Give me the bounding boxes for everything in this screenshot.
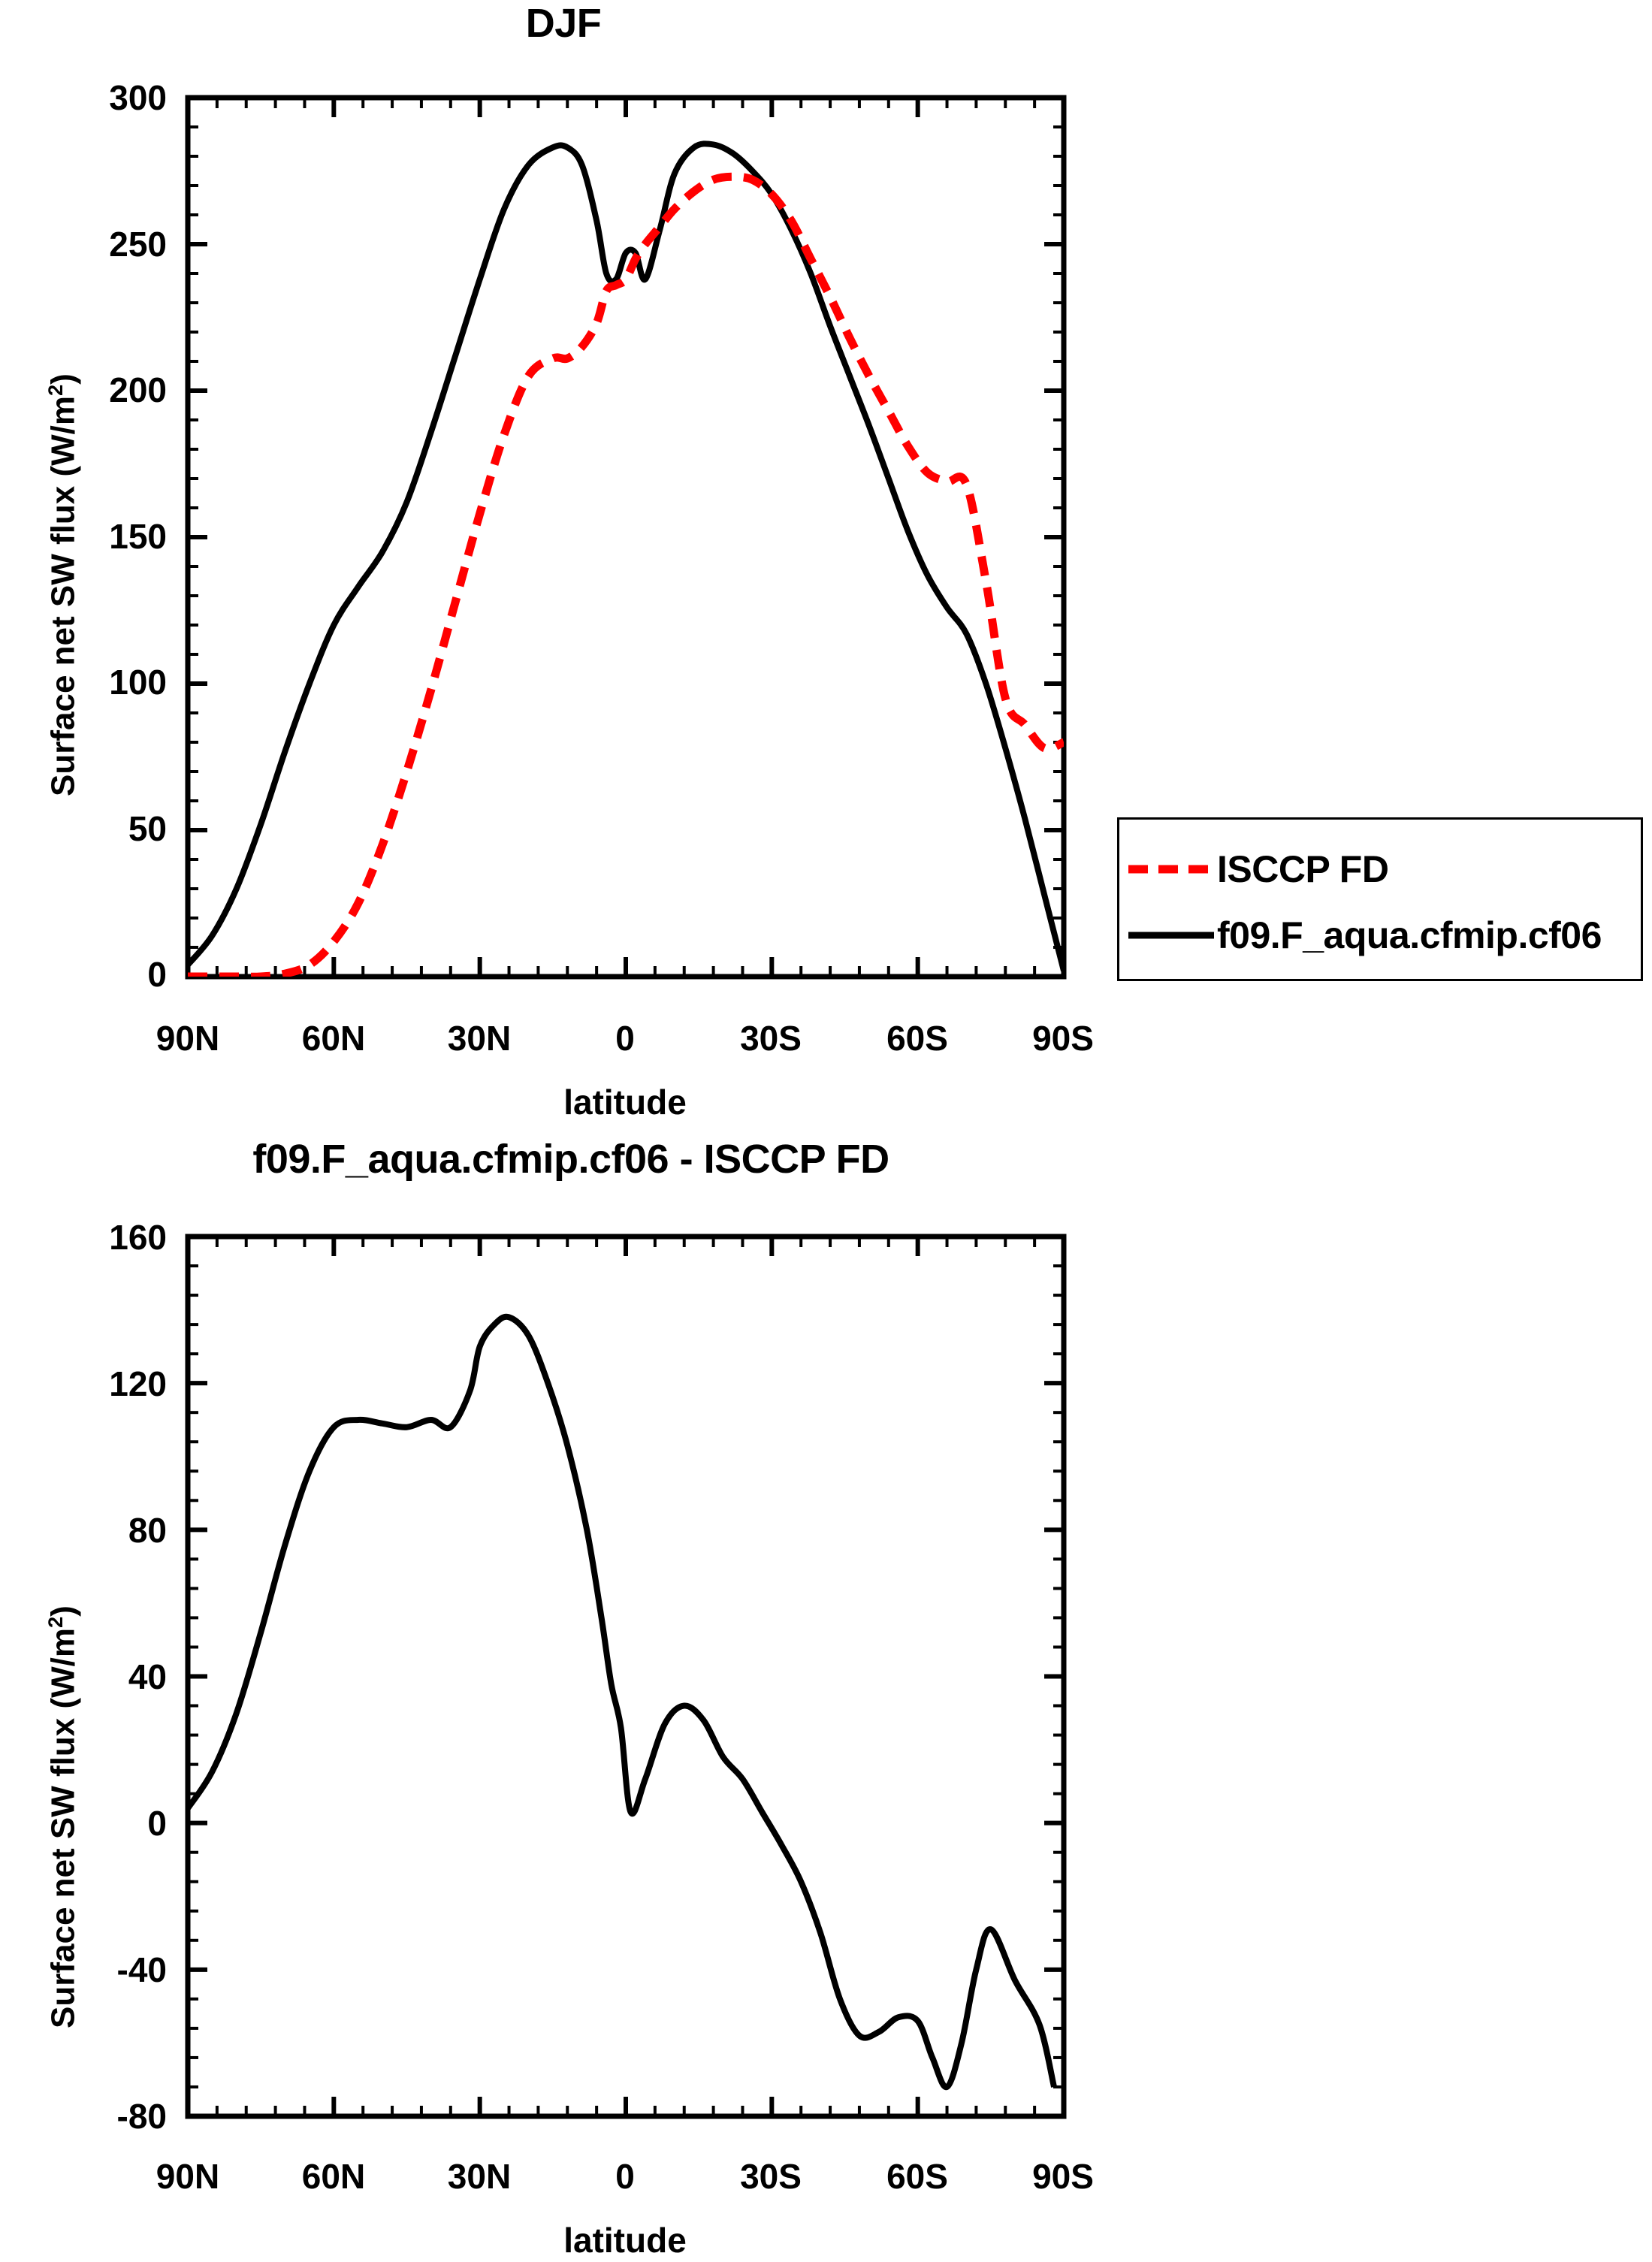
top-xtick-30N: 30N [447,1019,512,1058]
bottom-xtick-30N: 30N [447,2157,512,2196]
bottom-ytick-80: 80 [128,1511,167,1550]
top-ytick-150: 150 [109,517,167,556]
top-ytick-50: 50 [128,809,167,848]
top-panel-title: DJF [525,1,602,46]
top-xtick-60S: 60S [886,1019,948,1058]
top-panel-plot [185,95,1067,980]
legend-entry-isccp[interactable]: ISCCP FD [1127,841,1645,898]
top-xtick-30S: 30S [740,1019,802,1058]
top-xtick-60N: 60N [301,1019,366,1058]
bottom-panel-title: f09.F_aqua.cfmip.cf06 - ISCCP FD [252,1137,889,1182]
top-ytick-200: 200 [109,370,167,409]
top-ytick-300: 300 [109,78,167,117]
bottom-ytick-m40: -40 [116,1950,167,1989]
bottom-xtick-60S: 60S [886,2157,948,2196]
top-xtick-90S: 90S [1032,1019,1094,1058]
bottom-panel-xlabel: latitude [563,2221,687,2260]
top-xtick-0: 0 [615,1019,635,1058]
legend-swatch-dashed-red [1128,865,1214,874]
top-ytick-100: 100 [109,663,167,702]
top-ytick-0: 0 [147,955,167,994]
bottom-panel-plot [185,1234,1067,2119]
series-line-0 [188,140,1064,972]
legend-label-isccp: ISCCP FD [1217,848,1389,890]
bottom-ytick-m80: -80 [116,2097,167,2136]
legend-swatch-solid-black [1128,932,1214,939]
bottom-xtick-90N: 90N [156,2157,220,2196]
bottom-xtick-0: 0 [615,2157,635,2196]
legend-entry-model[interactable]: f09.F_aqua.cfmip.cf06 [1127,907,1645,964]
series-line-1 [188,172,1064,977]
bottom-xtick-90S: 90S [1032,2157,1094,2196]
series-line-0 [188,1313,1057,2090]
top-panel: DJF Surface net SW flux (W/m2) 300 250 2… [0,0,1104,1142]
legend-label-model: f09.F_aqua.cfmip.cf06 [1217,914,1602,956]
top-xtick-90N: 90N [156,1019,220,1058]
bottom-xtick-30S: 30S [740,2157,802,2196]
bottom-ytick-40: 40 [128,1657,167,1696]
legend: ISCCP FD f09.F_aqua.cfmip.cf06 [1117,817,1643,981]
bottom-ytick-0: 0 [147,1804,167,1843]
bottom-panel: f09.F_aqua.cfmip.cf06 - ISCCP FD Surface… [0,1127,1104,2262]
bottom-ytick-160: 160 [109,1218,167,1257]
top-panel-xlabel: latitude [563,1083,687,1122]
top-ytick-250: 250 [109,225,167,264]
bottom-ytick-120: 120 [109,1364,167,1403]
bottom-xtick-60N: 60N [301,2157,366,2196]
